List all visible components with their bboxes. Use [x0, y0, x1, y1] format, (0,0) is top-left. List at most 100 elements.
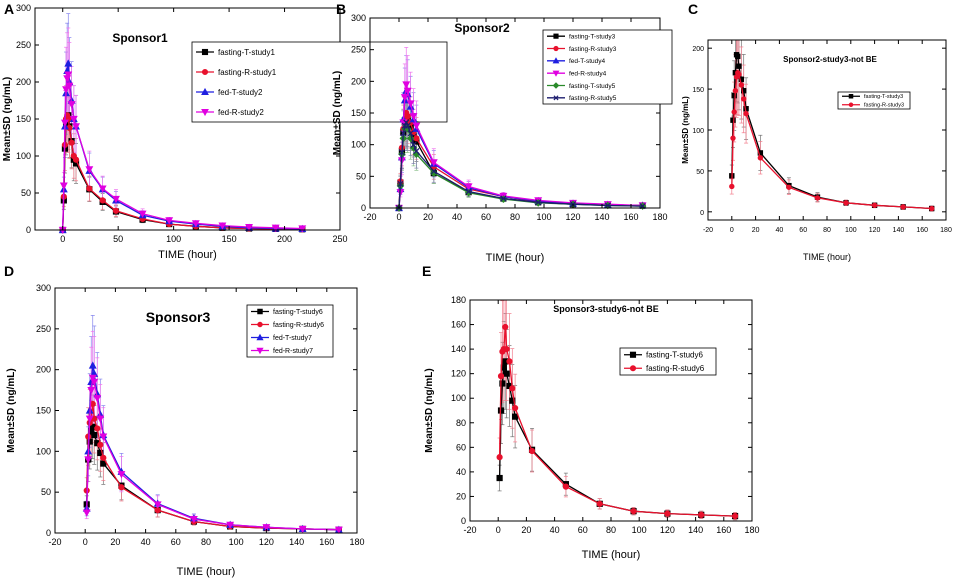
- data-point: [85, 166, 94, 174]
- panel-letter: D: [4, 263, 14, 279]
- legend-marker: [629, 351, 637, 358]
- data-point: [730, 117, 736, 123]
- legend-marker: [552, 82, 560, 89]
- data-point: [226, 521, 235, 529]
- data-point: [403, 119, 410, 126]
- legend-entry: fasting-R-study5: [547, 95, 617, 102]
- y-tick-label: 0: [461, 516, 466, 526]
- data-point: [736, 63, 742, 69]
- legend-label: fasting-R-study6: [646, 364, 705, 373]
- x-tick-label: 140: [893, 227, 905, 234]
- x-tick-label: 140: [289, 537, 304, 547]
- x-tick-label: 160: [716, 525, 731, 535]
- x-tick-label: 200: [277, 234, 292, 244]
- legend-marker: [201, 68, 209, 76]
- legend-marker: [201, 48, 209, 56]
- legend-entry: fasting-T-study1: [196, 48, 275, 57]
- data-point: [731, 512, 739, 520]
- series-fasting-R-study6: [496, 323, 739, 520]
- data-point: [69, 115, 78, 124]
- legend-label: fasting-T-study6: [646, 351, 703, 360]
- data-point: [404, 113, 411, 120]
- data-point: [218, 222, 227, 230]
- data-point: [496, 454, 503, 461]
- data-point: [64, 71, 73, 79]
- series-line: [86, 365, 339, 531]
- data-point: [117, 471, 126, 479]
- x-tick-label: 140: [688, 525, 703, 535]
- series-fed-R-study2: [58, 71, 307, 235]
- chart-title: Sponsor3-study6-not BE: [553, 304, 659, 314]
- x-tick-label: 80: [201, 537, 211, 547]
- data-point: [96, 415, 105, 423]
- data-point: [72, 123, 80, 131]
- data-point: [743, 110, 749, 117]
- data-point: [509, 385, 516, 392]
- data-point: [496, 474, 503, 482]
- data-point: [112, 207, 120, 214]
- y-tick-label: 300: [36, 283, 51, 293]
- data-point: [100, 454, 107, 461]
- data-point: [738, 82, 745, 88]
- data-point: [406, 100, 415, 108]
- legend-label: fasting-R-study3: [569, 46, 617, 53]
- x-tick-label: 20: [521, 525, 531, 535]
- x-tick-label: 100: [229, 537, 244, 547]
- series-line: [86, 403, 339, 531]
- data-point: [843, 200, 849, 206]
- series-line: [86, 424, 339, 531]
- legend-marker: [201, 108, 209, 117]
- data-point: [509, 397, 516, 404]
- data-point: [72, 156, 80, 163]
- legend-entry: fed-R-study4: [547, 70, 607, 77]
- y-tick-label: 100: [36, 446, 51, 456]
- y-tick-label: 250: [351, 45, 366, 55]
- x-tick-label: 80: [606, 525, 616, 535]
- data-point: [262, 524, 271, 532]
- data-point: [97, 441, 104, 448]
- y-tick-label: 50: [21, 188, 31, 198]
- y-tick-label: 300: [351, 13, 366, 23]
- data-point: [59, 182, 68, 190]
- legend-label: fasting-R-study6: [273, 322, 324, 329]
- legend-entry: fasting-R-study6: [251, 321, 324, 329]
- y-tick-label: 140: [451, 344, 466, 354]
- y-tick-label: 0: [46, 528, 51, 538]
- legend-marker: [201, 87, 209, 96]
- x-tick-label: 0: [396, 212, 401, 222]
- legend-marker: [552, 70, 560, 77]
- legend-box: [542, 29, 673, 105]
- legend: fasting-T-study3 fasting-R-study3 fed-T-st…: [542, 29, 673, 105]
- x-tick-label: 150: [222, 234, 237, 244]
- series-line: [498, 361, 736, 517]
- x-tick-label: 40: [776, 227, 784, 234]
- x-axis-label: TIME (hour): [177, 566, 236, 578]
- x-tick-label: 120: [259, 537, 274, 547]
- y-tick-label: 100: [451, 393, 466, 403]
- y-axis-label: Mean±SD (ng/mL): [681, 96, 690, 164]
- x-tick-label: 250: [332, 234, 347, 244]
- x-tick-label: 100: [845, 227, 857, 234]
- legend-entry: fasting-T-study3: [842, 93, 903, 100]
- data-point: [99, 433, 108, 441]
- legend-label: fed-T-study2: [218, 88, 263, 97]
- legend-entry: fasting-T-study5: [547, 82, 616, 90]
- data-point: [402, 81, 411, 89]
- x-tick-label: 60: [578, 525, 588, 535]
- y-tick-label: 80: [456, 418, 466, 428]
- data-point: [98, 185, 107, 193]
- series-fed-T-study7: [82, 361, 343, 533]
- data-point: [738, 76, 745, 82]
- legend-entry: fasting-T-study6: [251, 308, 323, 316]
- x-tick-label: 120: [565, 212, 580, 222]
- chart-title: Sponsor1: [112, 31, 168, 45]
- legend-label: fasting-T-study1: [218, 48, 275, 57]
- y-tick-label: 200: [351, 76, 366, 86]
- panel-letter: A: [4, 1, 14, 17]
- data-point: [502, 323, 509, 331]
- data-point: [100, 460, 107, 467]
- data-point: [730, 135, 736, 141]
- x-axis-label: TIME (hour): [486, 252, 545, 264]
- data-point: [871, 202, 878, 208]
- x-tick-label: 100: [166, 234, 181, 244]
